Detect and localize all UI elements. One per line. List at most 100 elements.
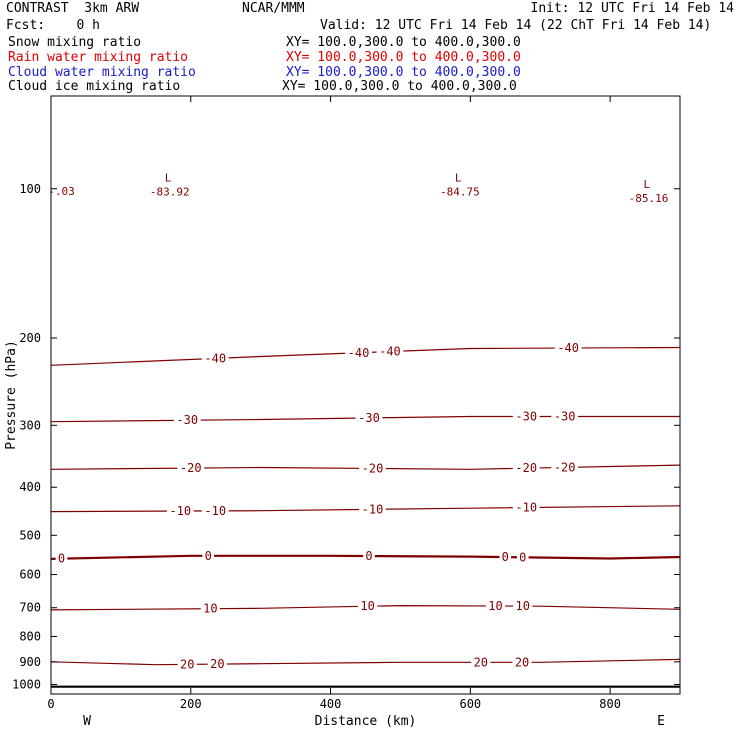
field-label-snow: Snow mixing ratio [8, 35, 142, 50]
low-marker: L [165, 171, 172, 184]
contour-label-layer: -40 -40 -40 -40-30 -30 -30 -30-20 -20 -20 -20-10-… [48, 171, 669, 672]
y-tick-label: 800 [19, 629, 41, 643]
contour-label-mask [376, 344, 404, 359]
x-tick-label: 600 [459, 697, 481, 711]
init-time: Init: 12 UTC Fri 14 Feb 14 [530, 1, 735, 16]
field-xy-rain: XY= 100.0,300.0 to 400.0,300.0 [286, 50, 521, 65]
valid-time: Valid: 12 UTC Fri 14 Feb 14 (22 ChT Fri … [320, 18, 712, 33]
contour-label-mask [512, 461, 540, 476]
contour-label: -20 [554, 460, 576, 474]
model-title: CONTRAST 3km ARW [6, 1, 140, 16]
field-label-rain: Rain water mixing ratio [8, 50, 189, 65]
low-marker: L [644, 178, 651, 191]
field-xy-cloudwater: XY= 100.0,300.0 to 400.0,300.0 [286, 65, 521, 80]
x-tick-label: 0 [47, 697, 54, 711]
y-tick-label: 500 [19, 528, 41, 542]
contour-label-mask [554, 341, 582, 356]
contour-label-mask [207, 657, 227, 672]
contour-label: 20 [474, 655, 488, 669]
contour-label: 10 [360, 599, 374, 613]
contour-label-mask [513, 599, 533, 614]
contour-label-mask [485, 598, 506, 613]
contour-label: 20 [180, 657, 194, 671]
contour-label-mask [359, 461, 386, 476]
contour-label-mask [499, 550, 512, 565]
contour-label: 0 [205, 549, 212, 563]
low-value-label: -84.75 [440, 185, 480, 198]
y-tick-label: 600 [19, 568, 41, 582]
contour-label-mask [471, 655, 491, 670]
contour-label-mask [357, 599, 378, 614]
contour-label: -40 [204, 351, 226, 365]
contour-label: -10 [204, 504, 226, 518]
center-title: NCAR/MMM [242, 1, 305, 16]
x-tick-label: 800 [599, 697, 621, 711]
contour-label: 0 [502, 550, 509, 564]
edge-contour-label: -.03 [48, 185, 75, 198]
contour-label-mask [363, 549, 375, 564]
east-label: E [657, 714, 665, 729]
contour-label: -30 [358, 411, 380, 425]
field-label-cloudice: Cloud ice mixing ratio [8, 79, 181, 94]
contour-label: 10 [203, 602, 217, 616]
contour-label-mask [516, 550, 529, 565]
contour-label: 10 [488, 599, 502, 613]
contour-label: 0 [58, 552, 65, 566]
low-value-label: -83.92 [150, 185, 190, 198]
plot-frame [50, 95, 681, 695]
contour-label-mask [201, 351, 229, 366]
contour-label-mask [551, 409, 579, 424]
field-xy-cloudice: XY= 100.0,300.0 to 400.0,300.0 [282, 79, 517, 94]
contour-label-mask [512, 409, 540, 424]
forecast-hour: Fcst: 0 h [6, 18, 100, 33]
contour-label: -30 [554, 410, 576, 424]
west-label: W [83, 714, 91, 729]
y-tick-label: 100 [19, 182, 41, 196]
contour-label-mask [177, 657, 197, 672]
contour-label-mask [201, 503, 229, 518]
contour-label-mask [173, 413, 201, 428]
contour-label: -10 [169, 504, 191, 518]
y-tick-label: 400 [19, 480, 41, 494]
isotherm-line [50, 658, 681, 666]
contour-label: 10 [516, 599, 530, 613]
contour-label: -40 [379, 345, 401, 359]
contour-label: -40 [348, 346, 370, 360]
y-tick-label: 200 [19, 331, 41, 345]
contour-label: 20 [515, 655, 529, 669]
isotherm-line [50, 604, 681, 611]
x-tick-label: 200 [180, 697, 202, 711]
isotherm-line [50, 554, 681, 560]
y-tick-label: 700 [19, 601, 41, 615]
contour-label: -10 [515, 501, 537, 515]
contour-label-mask [551, 460, 579, 475]
y-tick-label: 300 [19, 418, 41, 432]
contour-label: -30 [515, 410, 537, 424]
x-axis-label: Distance (km) [315, 714, 417, 729]
contour-label-mask [55, 551, 68, 566]
contour-label: -20 [362, 461, 384, 475]
contour-label: -30 [176, 413, 198, 427]
low-value-label: -85.16 [629, 192, 669, 205]
contour-label: -20 [515, 461, 537, 475]
contour-label: -40 [557, 341, 579, 355]
contour-label-mask [177, 461, 205, 476]
contour-label-mask [166, 504, 194, 519]
contour-label-mask [345, 345, 372, 360]
contour-label: -10 [362, 502, 384, 516]
low-marker: L [455, 171, 462, 184]
contour-label-mask [355, 410, 383, 425]
contour-label: 0 [519, 550, 526, 564]
contour-label-mask [359, 502, 386, 517]
contour-label-mask [512, 500, 540, 515]
x-tick-label: 400 [320, 697, 342, 711]
field-xy-snow: XY= 100.0,300.0 to 400.0,300.0 [286, 35, 521, 50]
field-label-cloudwater: Cloud water mixing ratio [8, 65, 196, 80]
contour-label: 20 [210, 657, 224, 671]
contour-label-mask [200, 601, 220, 616]
y-tick-label: 1000 [12, 678, 41, 692]
contour-label-mask [512, 655, 532, 670]
contour-label: -20 [180, 461, 202, 475]
